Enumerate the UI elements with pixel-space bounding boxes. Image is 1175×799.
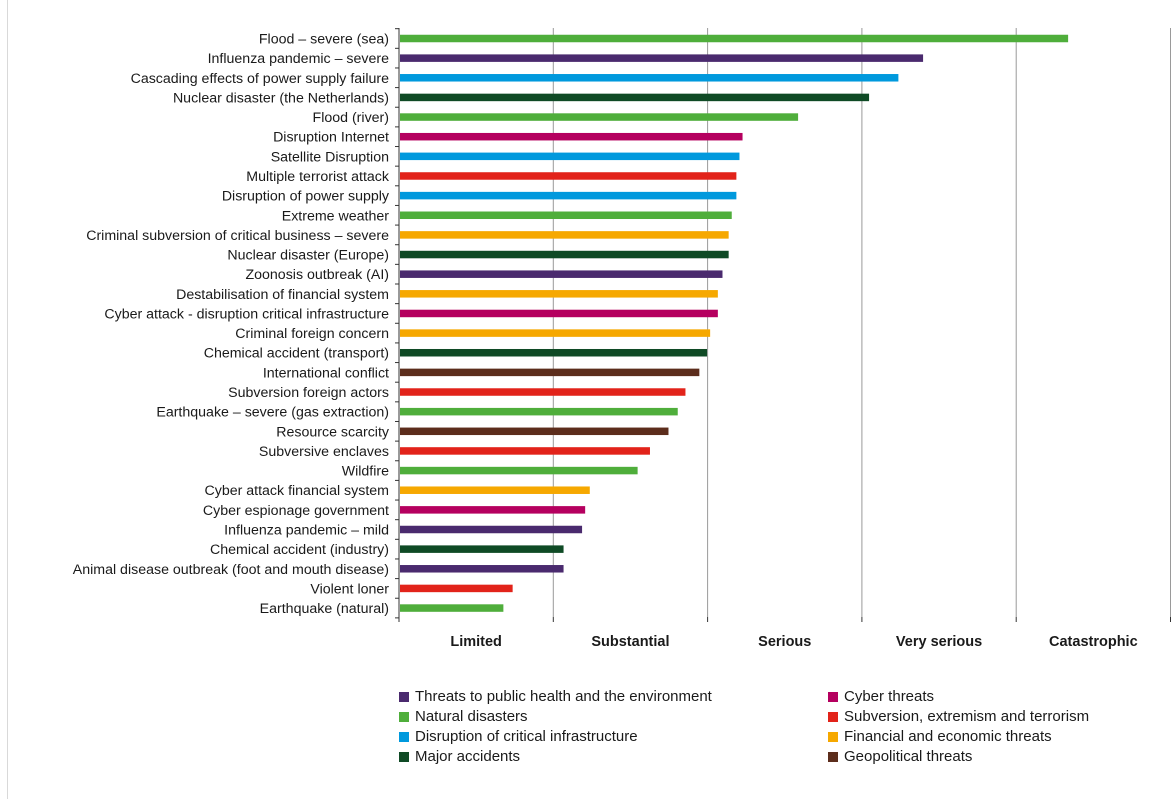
category-label: Chemical accident (industry) [210, 542, 389, 558]
bar [400, 525, 583, 534]
category-label: Nuclear disaster (Europe) [227, 248, 389, 264]
bar [400, 407, 678, 416]
bar [400, 506, 586, 514]
bar [400, 93, 870, 102]
bar [400, 34, 1069, 43]
bar [400, 368, 700, 377]
legend-swatch [399, 732, 409, 742]
bar [400, 565, 564, 573]
legend-swatch [828, 752, 838, 762]
bar [400, 545, 564, 553]
bar [400, 309, 718, 318]
category-label: Flood – severe (sea) [259, 32, 389, 48]
category-label: Wildfire [342, 464, 389, 480]
legend-swatch [828, 712, 838, 722]
category-label: Influenza pandemic – severe [208, 51, 390, 67]
bar [400, 152, 740, 161]
category-label: Subversion foreign actors [228, 385, 389, 401]
legend-label: Natural disasters [415, 708, 528, 725]
category-label: Cyber attack - disruption critical infra… [104, 306, 389, 322]
legend-label: Threats to public health and the environ… [415, 688, 712, 705]
bar [400, 270, 723, 278]
x-tick-label: Limited [450, 634, 502, 650]
legend-item: Subversion, extremism and terrorism [828, 708, 1089, 726]
bar [400, 172, 737, 180]
bar [400, 250, 729, 259]
legend-label: Cyber threats [844, 688, 935, 705]
category-label: Zoonosis outbreak (AI) [245, 267, 389, 283]
legend-label: Geopolitical threats [844, 748, 973, 765]
bar [400, 231, 729, 239]
category-label: Cyber attack financial system [204, 483, 389, 499]
legend-label: Major accidents [415, 748, 521, 765]
x-tick-label: Catastrophic [1049, 634, 1138, 650]
category-label: Destabilisation of financial system [176, 287, 389, 303]
category-label: Earthquake – severe (gas extraction) [156, 405, 389, 421]
category-label: Multiple terrorist attack [246, 169, 390, 185]
legend-swatch [399, 752, 409, 762]
bar [400, 113, 799, 121]
category-label: Disruption of power supply [222, 189, 390, 205]
category-label: Disruption Internet [273, 130, 389, 146]
bar [400, 604, 504, 612]
bar [400, 329, 711, 337]
bar [400, 486, 590, 494]
category-label: Criminal foreign concern [235, 326, 389, 342]
bar [400, 74, 899, 82]
category-label: Resource scarcity [276, 424, 390, 440]
category-label: International conflict [263, 365, 389, 381]
bar [400, 427, 669, 436]
legend-item: Threats to public health and the environ… [399, 688, 712, 706]
bar [400, 466, 638, 475]
bar [400, 584, 513, 593]
category-label: Satellite Disruption [271, 149, 389, 165]
legend-label: Disruption of critical infrastructure [415, 728, 638, 745]
legend-swatch [399, 712, 409, 722]
legend-swatch [828, 732, 838, 742]
bar [400, 132, 743, 141]
category-label: Subversive enclaves [259, 444, 389, 460]
category-label: Flood (river) [313, 110, 389, 126]
category-label: Animal disease outbreak (foot and mouth … [73, 562, 389, 578]
category-label: Violent loner [310, 581, 389, 597]
x-tick-label: Serious [758, 634, 811, 650]
x-tick-label: Very serious [896, 634, 982, 650]
category-label: Cascading effects of power supply failur… [131, 71, 390, 87]
bar [400, 388, 686, 396]
legend-item: Geopolitical threats [828, 748, 972, 766]
bar [400, 290, 718, 298]
category-label: Chemical accident (transport) [204, 346, 389, 362]
legend-swatch [399, 692, 409, 702]
legend-swatch [828, 692, 838, 702]
category-label: Criminal subversion of critical business… [86, 228, 389, 244]
category-label: Extreme weather [282, 208, 390, 224]
category-label: Cyber espionage government [203, 503, 389, 519]
legend-item: Major accidents [399, 748, 520, 766]
bar [400, 191, 737, 200]
category-label: Influenza pandemic – mild [224, 523, 389, 539]
chart-frame: Flood – severe (sea) Influenza pandemic –… [7, 0, 1173, 799]
legend-item: Financial and economic threats [828, 728, 1052, 746]
legend-item: Natural disasters [399, 708, 528, 726]
bar [400, 54, 924, 62]
legend-label: Subversion, extremism and terrorism [844, 708, 1090, 725]
bar [400, 348, 708, 357]
category-label: Earthquake (natural) [260, 601, 389, 617]
category-label: Nuclear disaster (the Netherlands) [173, 90, 389, 106]
x-tick-label: Substantial [591, 634, 669, 650]
bar [400, 211, 732, 220]
impact-bar-chart: Flood – severe (sea) Influenza pandemic –… [73, 28, 1171, 650]
legend-label: Financial and economic threats [844, 728, 1052, 745]
legend-item: Cyber threats [828, 688, 934, 706]
bar [400, 447, 650, 455]
legend-item: Disruption of critical infrastructure [399, 728, 638, 746]
